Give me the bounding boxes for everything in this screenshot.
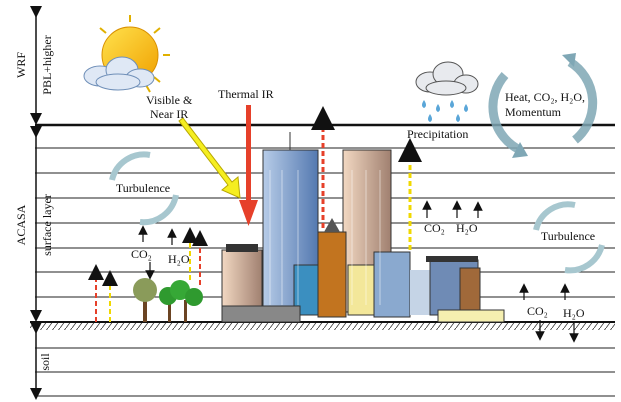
shape — [184, 300, 187, 322]
exchange-label: Heat, CO₂, H₂O, Momentum — [505, 90, 585, 119]
shape — [139, 194, 179, 226]
shape — [425, 80, 467, 96]
shape — [464, 104, 468, 112]
shape — [426, 256, 478, 262]
h2o-label: H₂O — [563, 306, 585, 320]
shape — [428, 114, 432, 122]
shape — [422, 100, 468, 122]
visible-line: Visible & — [146, 93, 193, 107]
shape — [373, 251, 411, 318]
layer-sublabel: surface layer — [40, 194, 54, 256]
h2o-label: H₂O — [168, 252, 190, 266]
shape — [109, 151, 151, 181]
shape — [422, 100, 426, 108]
shape — [99, 27, 107, 34]
visible-label: Visible & Near IR — [146, 93, 193, 121]
layer-label: soil — [38, 353, 52, 371]
city — [221, 132, 505, 323]
shape — [30, 322, 615, 330]
turbulence-label: Turbulence — [116, 181, 170, 195]
layer-label: WRF — [14, 52, 28, 78]
co2-label: CO₂ — [527, 304, 548, 318]
h2o-label: H₂O — [456, 221, 478, 235]
shape — [153, 27, 161, 34]
shape — [488, 72, 523, 155]
rain-cloud — [415, 61, 479, 122]
shape — [153, 76, 161, 83]
co2-label: CO₂ — [131, 247, 152, 261]
shape — [415, 61, 479, 96]
shape — [533, 201, 576, 231]
shape — [185, 288, 203, 306]
exchange-line: Momentum — [505, 105, 562, 119]
shape — [564, 244, 605, 274]
shape — [567, 58, 598, 144]
exchange-arrowheads — [512, 53, 576, 158]
shape — [450, 100, 454, 108]
visible-line: Near IR — [150, 107, 188, 121]
trees — [133, 278, 203, 322]
shape — [269, 170, 381, 305]
turbulence-loop — [109, 151, 605, 274]
shape — [317, 231, 347, 318]
shape — [143, 295, 147, 322]
layer-label: ACASA — [14, 204, 28, 245]
visible-arrow — [178, 117, 241, 199]
shape — [226, 244, 258, 252]
shape — [512, 142, 528, 158]
shape — [410, 270, 430, 315]
flux-arrows — [88, 106, 422, 322]
shape — [133, 278, 157, 302]
cloud — [83, 56, 155, 91]
shape — [562, 53, 576, 67]
gas-arrows — [138, 200, 579, 343]
exchange-line: Heat, CO₂, H₂O, — [505, 90, 585, 104]
precipitation-label: Precipitation — [407, 127, 468, 141]
turbulence-label: Turbulence — [541, 229, 595, 243]
layer-sublabel: PBL+higher — [40, 35, 54, 94]
shape — [170, 280, 190, 300]
thermal-label: Thermal IR — [218, 87, 274, 101]
shape — [324, 218, 340, 232]
shape — [221, 249, 263, 313]
shape — [436, 104, 440, 112]
co2-label: CO₂ — [424, 221, 445, 235]
shape — [459, 267, 481, 314]
shape — [456, 114, 460, 122]
shape — [95, 73, 141, 91]
exchange-arrows — [488, 58, 598, 155]
shape — [168, 300, 171, 322]
shape — [221, 305, 301, 323]
shape — [437, 309, 505, 323]
thermal-arrow — [239, 105, 258, 226]
